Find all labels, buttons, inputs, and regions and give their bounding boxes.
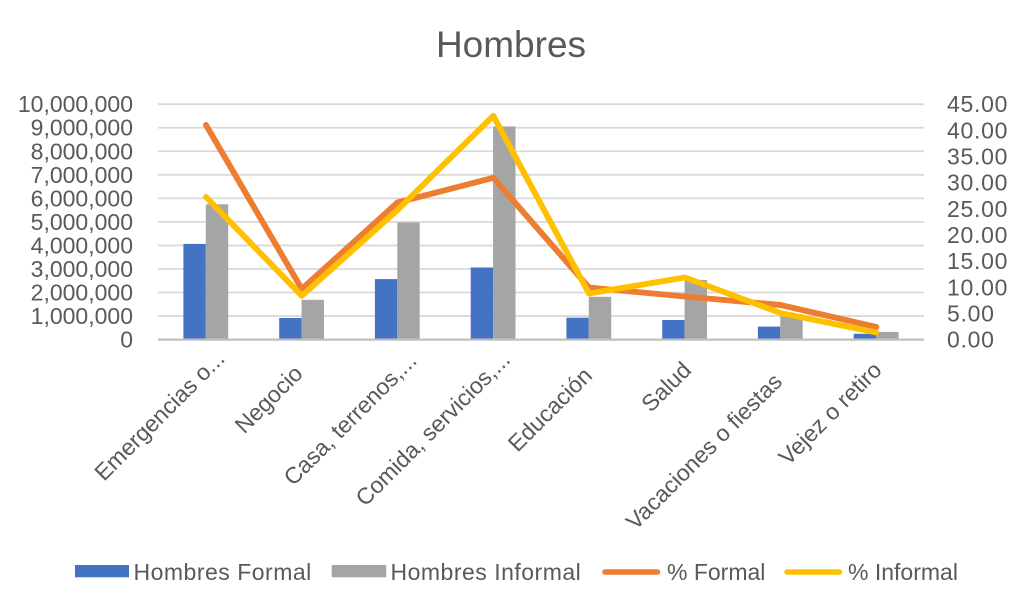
svg-text:0.00: 0.00 <box>947 327 995 353</box>
svg-text:6,000,000: 6,000,000 <box>31 185 133 211</box>
svg-text:35.00: 35.00 <box>947 144 1008 170</box>
svg-text:30.00: 30.00 <box>947 170 1008 196</box>
svg-text:Hombres Formal: Hombres Formal <box>134 559 312 585</box>
svg-text:25.00: 25.00 <box>947 196 1008 222</box>
svg-text:40.00: 40.00 <box>947 117 1008 143</box>
svg-text:Hombres Informal: Hombres Informal <box>391 559 582 585</box>
svg-text:9,000,000: 9,000,000 <box>31 115 133 141</box>
svg-text:% Formal: % Formal <box>667 559 765 585</box>
svg-text:10.00: 10.00 <box>947 274 1008 300</box>
svg-text:Hombres: Hombres <box>436 24 586 65</box>
svg-text:15.00: 15.00 <box>947 248 1008 274</box>
svg-text:20.00: 20.00 <box>947 222 1008 248</box>
svg-text:0: 0 <box>120 327 133 353</box>
svg-text:7,000,000: 7,000,000 <box>31 162 133 188</box>
svg-text:3,000,000: 3,000,000 <box>31 256 133 282</box>
svg-text:% Informal: % Informal <box>848 559 958 585</box>
svg-text:8,000,000: 8,000,000 <box>31 138 133 164</box>
svg-text:1,000,000: 1,000,000 <box>31 303 133 329</box>
svg-text:45.00: 45.00 <box>947 91 1008 117</box>
svg-text:4,000,000: 4,000,000 <box>31 232 133 258</box>
svg-text:5,000,000: 5,000,000 <box>31 209 133 235</box>
svg-text:2,000,000: 2,000,000 <box>31 280 133 306</box>
svg-text:10,000,000: 10,000,000 <box>18 91 133 117</box>
svg-text:5.00: 5.00 <box>947 300 995 326</box>
